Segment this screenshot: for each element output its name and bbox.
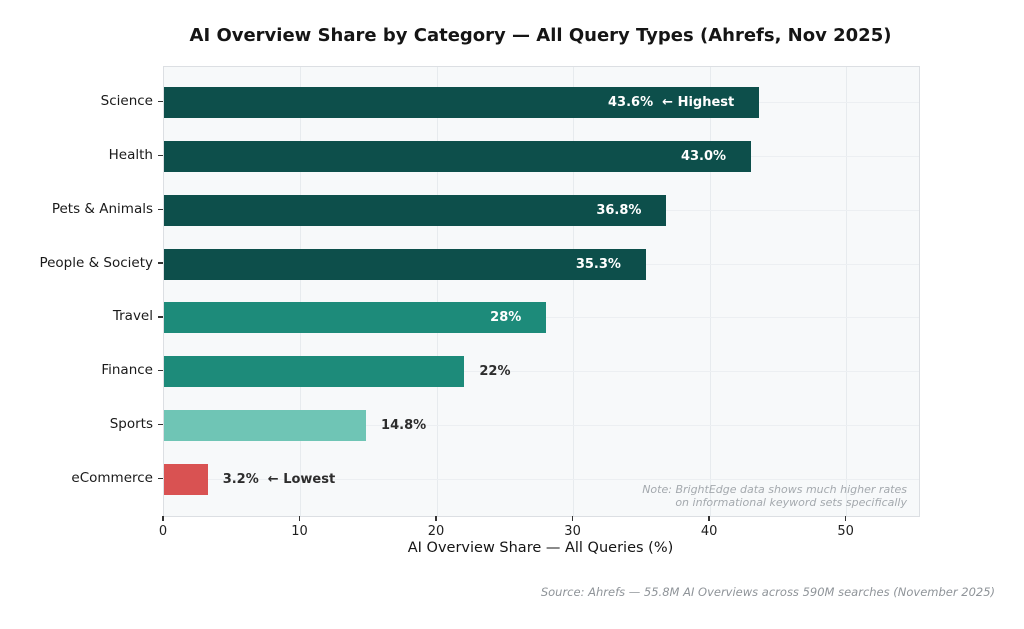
x-tick-mark	[571, 516, 574, 521]
plot-area: Note: BrightEdge data shows much higher …	[163, 66, 920, 517]
chart-note: Note: BrightEdge data shows much higher …	[642, 483, 907, 511]
x-tick-mark	[435, 516, 437, 521]
x-tick-mark	[298, 516, 301, 521]
bar-value-label: 28%	[490, 310, 522, 326]
bar-value-label: 22%	[479, 364, 511, 380]
category-label: Sports	[109, 416, 153, 433]
x-tick-mark	[708, 516, 710, 521]
category-label: Health	[108, 146, 153, 163]
x-gridline	[436, 67, 438, 516]
bar-science	[164, 87, 760, 118]
bar-finance	[164, 356, 465, 388]
x-tick-label: 50	[837, 524, 854, 539]
category-label: Travel	[112, 308, 153, 325]
y-tick-mark	[158, 316, 163, 318]
x-tick-label: 40	[700, 524, 718, 539]
x-tick-label: 0	[158, 524, 168, 539]
category-label: Science	[100, 93, 153, 109]
y-gridline	[164, 425, 919, 427]
y-axis: Science Health Pets & Animals People & Soci…	[0, 66, 163, 515]
bar-value-label: 3.2% ← Lowest	[222, 472, 336, 488]
x-axis: 0 10 20 30 40 50	[159, 516, 918, 558]
bar-pets-animals	[164, 194, 667, 226]
y-gridline	[164, 371, 919, 373]
y-tick-mark	[158, 423, 163, 426]
y-tick-mark	[158, 208, 163, 210]
x-gridline	[846, 67, 848, 516]
y-tick-mark	[158, 477, 163, 480]
y-tick-mark	[158, 370, 163, 372]
y-tick-mark	[158, 262, 163, 264]
x-axis-label: AI Overview Share — All Queries (%)	[407, 540, 674, 556]
y-tick-mark	[158, 100, 163, 103]
chart-title: AI Overview Share by Category — All Quer…	[189, 25, 892, 46]
chart-note-line-1: Note: BrightEdge data shows much higher …	[642, 482, 907, 496]
y-gridline	[164, 479, 919, 481]
bar-value-label: 14.8%	[381, 418, 427, 434]
x-tick-mark	[162, 516, 164, 521]
bar-ecommerce	[164, 464, 208, 496]
y-tick-mark	[158, 154, 163, 157]
bar-value-label: 35.3%	[575, 256, 621, 272]
x-tick-label: 20	[427, 524, 445, 539]
category-label: Finance	[101, 362, 153, 379]
x-tick-label: 10	[291, 524, 308, 539]
x-gridline	[709, 67, 711, 516]
bar-value-label: 43.6% ← Highest	[608, 95, 735, 110]
x-tick-mark	[844, 516, 847, 521]
bar-people-society	[164, 248, 646, 280]
category-label: People & Society	[39, 254, 153, 271]
x-gridline	[573, 67, 575, 516]
x-gridline	[300, 67, 302, 516]
x-tick-label: 30	[564, 524, 581, 539]
chart-note-line-2: on informational keyword sets specifical…	[675, 496, 907, 510]
bar-travel	[164, 302, 547, 334]
bar-health	[164, 140, 752, 172]
category-label: Pets & Animals	[51, 200, 153, 217]
bar-value-label: 36.8%	[596, 202, 642, 218]
bar-value-label: 43.0%	[680, 148, 727, 164]
bar-sports	[164, 410, 367, 442]
category-label: eCommerce	[71, 470, 153, 487]
source-note: Source: Ahrefs — 55.8M AI Overviews acro…	[540, 585, 995, 599]
